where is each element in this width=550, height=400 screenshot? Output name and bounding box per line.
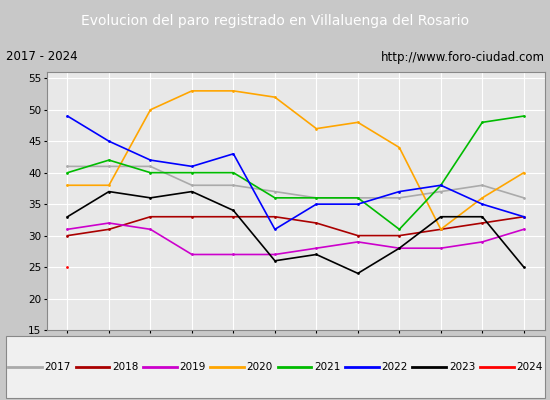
Text: 2021: 2021 xyxy=(314,362,340,372)
Text: 2017: 2017 xyxy=(45,362,71,372)
Text: 2023: 2023 xyxy=(449,362,475,372)
FancyBboxPatch shape xyxy=(6,336,544,398)
Text: 2017 - 2024: 2017 - 2024 xyxy=(6,50,77,64)
Text: Evolucion del paro registrado en Villaluenga del Rosario: Evolucion del paro registrado en Villalu… xyxy=(81,14,469,28)
Text: 2024: 2024 xyxy=(516,362,543,372)
Text: http://www.foro-ciudad.com: http://www.foro-ciudad.com xyxy=(381,50,544,64)
Text: 2020: 2020 xyxy=(247,362,273,372)
Text: 2019: 2019 xyxy=(179,362,206,372)
Text: 2022: 2022 xyxy=(382,362,408,372)
Text: 2018: 2018 xyxy=(112,362,139,372)
